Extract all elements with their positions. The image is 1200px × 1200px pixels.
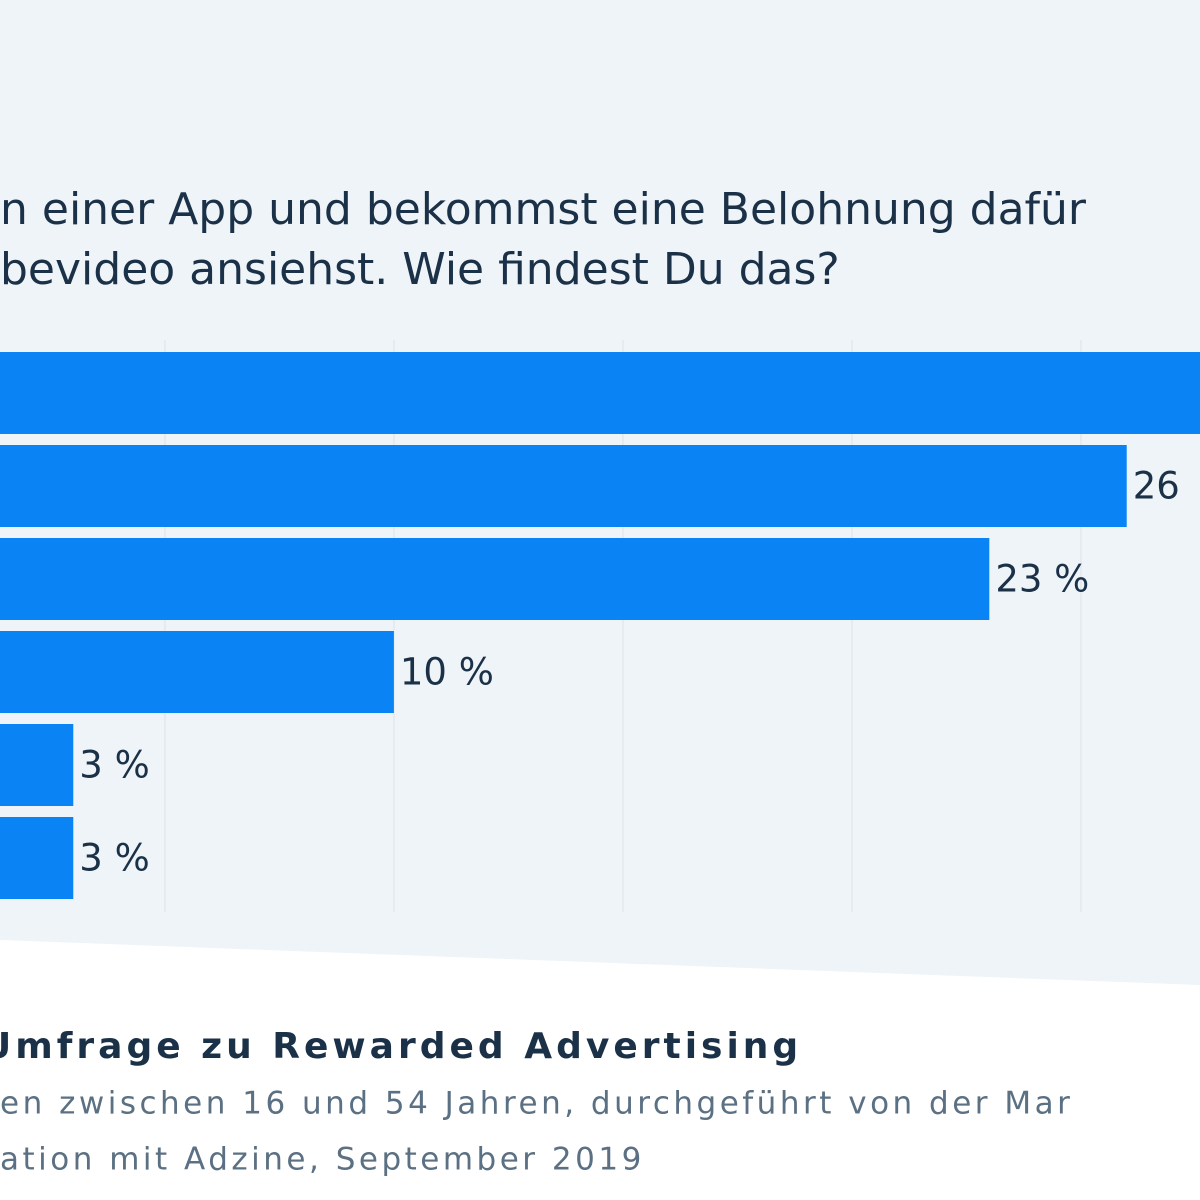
bars: 26 23 % 10 % 3 % 3 % [0, 352, 1200, 899]
footer-line: en zwischen 16 und 54 Jahren, durchgefüh… [0, 1086, 1073, 1122]
value-label: 3 % [79, 837, 149, 880]
value-label: 23 % [995, 558, 1089, 601]
bar [0, 352, 1200, 434]
value-label: 10 % [400, 651, 494, 694]
bar [0, 724, 74, 806]
bar [0, 445, 1127, 527]
value-label: 26 [1133, 465, 1180, 508]
footer-line: ation mit Adzine, September 2019 [0, 1142, 645, 1178]
bar [0, 538, 990, 620]
bar [0, 631, 394, 713]
footer-title: Umfrage zu Rewarded Advertising [0, 1026, 802, 1067]
grid [164, 340, 1082, 912]
value-label: 3 % [79, 744, 149, 787]
bar [0, 817, 74, 899]
title-line: n einer App und bekommst eine Belohnung … [0, 184, 1087, 235]
title-line: bevideo ansiehst. Wie findest Du das? [0, 244, 840, 295]
